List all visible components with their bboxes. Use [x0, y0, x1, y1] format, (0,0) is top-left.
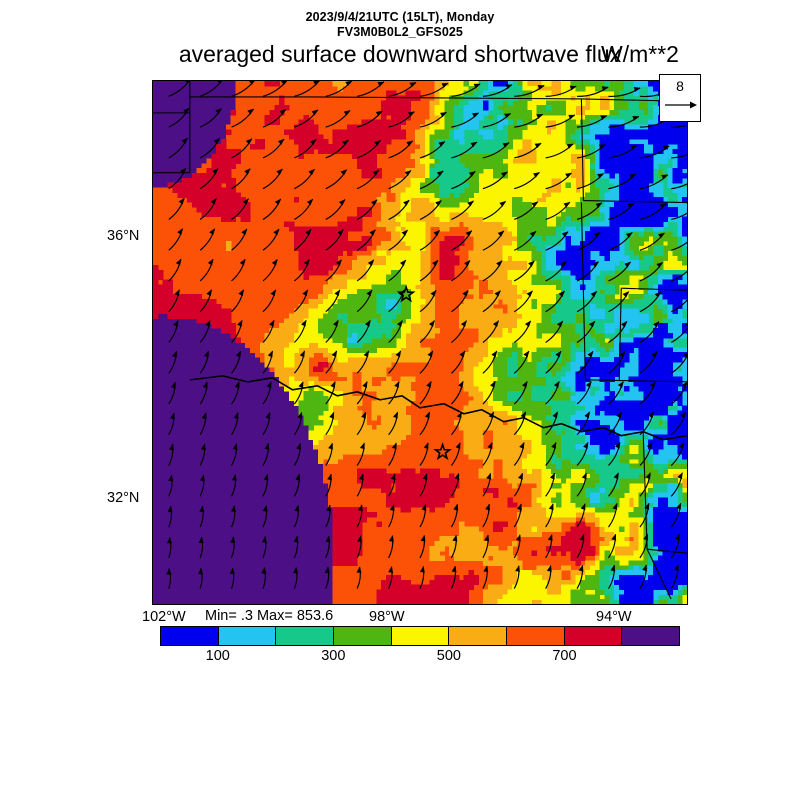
- minmax-stats: Min= .3 Max= 853.6: [205, 608, 334, 624]
- title-block: 2023/9/4/21UTC (15LT), Monday FV3M0B0L2_…: [0, 10, 800, 40]
- colorbar-segment-2: [276, 627, 335, 645]
- page-title: averaged surface downward shortwave flux: [178, 41, 622, 67]
- map-plot-area[interactable]: [152, 80, 688, 605]
- colorbar-segment-4: [391, 627, 450, 645]
- wind-vector-key: 8: [659, 74, 701, 122]
- model-line: FV3M0B0L2_GFS025: [337, 25, 463, 39]
- lat-label-36n: 36°N: [107, 228, 140, 244]
- heatmap-cells: [347, 81, 687, 600]
- colorbar-tick-500: 500: [436, 648, 461, 664]
- colorbar[interactable]: [160, 626, 680, 646]
- colorbar-tick-700: 700: [552, 648, 577, 664]
- colorbar-segment-7: [564, 627, 623, 645]
- star-marker: [433, 442, 452, 461]
- colorbar-tick-300: 300: [321, 648, 346, 664]
- datetime-line: 2023/9/4/21UTC (15LT), Monday: [305, 10, 495, 24]
- heatmap-cells: [153, 81, 635, 604]
- lat-label-32n: 32°N: [107, 490, 140, 506]
- wind-vector-field: [166, 81, 687, 589]
- wind-vector-arrow-icon: [665, 101, 697, 109]
- lon-label-102w: 102°W: [142, 609, 186, 625]
- map-canvas: [153, 81, 687, 604]
- units-label: W/m**2: [601, 41, 679, 67]
- colorbar-tick-labels: 100 300 500 700: [160, 648, 680, 666]
- colorbar-segment-5: [449, 627, 508, 645]
- lon-label-94w: 94°W: [596, 609, 632, 625]
- heatmap-cells: [298, 81, 687, 604]
- colorbar-segment-6: [507, 627, 565, 645]
- colorbar-segment-0: [161, 627, 219, 645]
- lon-label-98w: 98°W: [369, 609, 405, 625]
- heatmap-cells: [483, 81, 687, 604]
- colorbar-segment-8: [622, 627, 680, 645]
- colorbar-segment-1: [218, 627, 277, 645]
- colorbar-segment-3: [334, 627, 392, 645]
- colorbar-tick-100: 100: [205, 648, 230, 664]
- wind-key-value: 8: [676, 78, 684, 94]
- boundary-lines: [153, 81, 687, 600]
- heatmap-cells: [153, 81, 596, 604]
